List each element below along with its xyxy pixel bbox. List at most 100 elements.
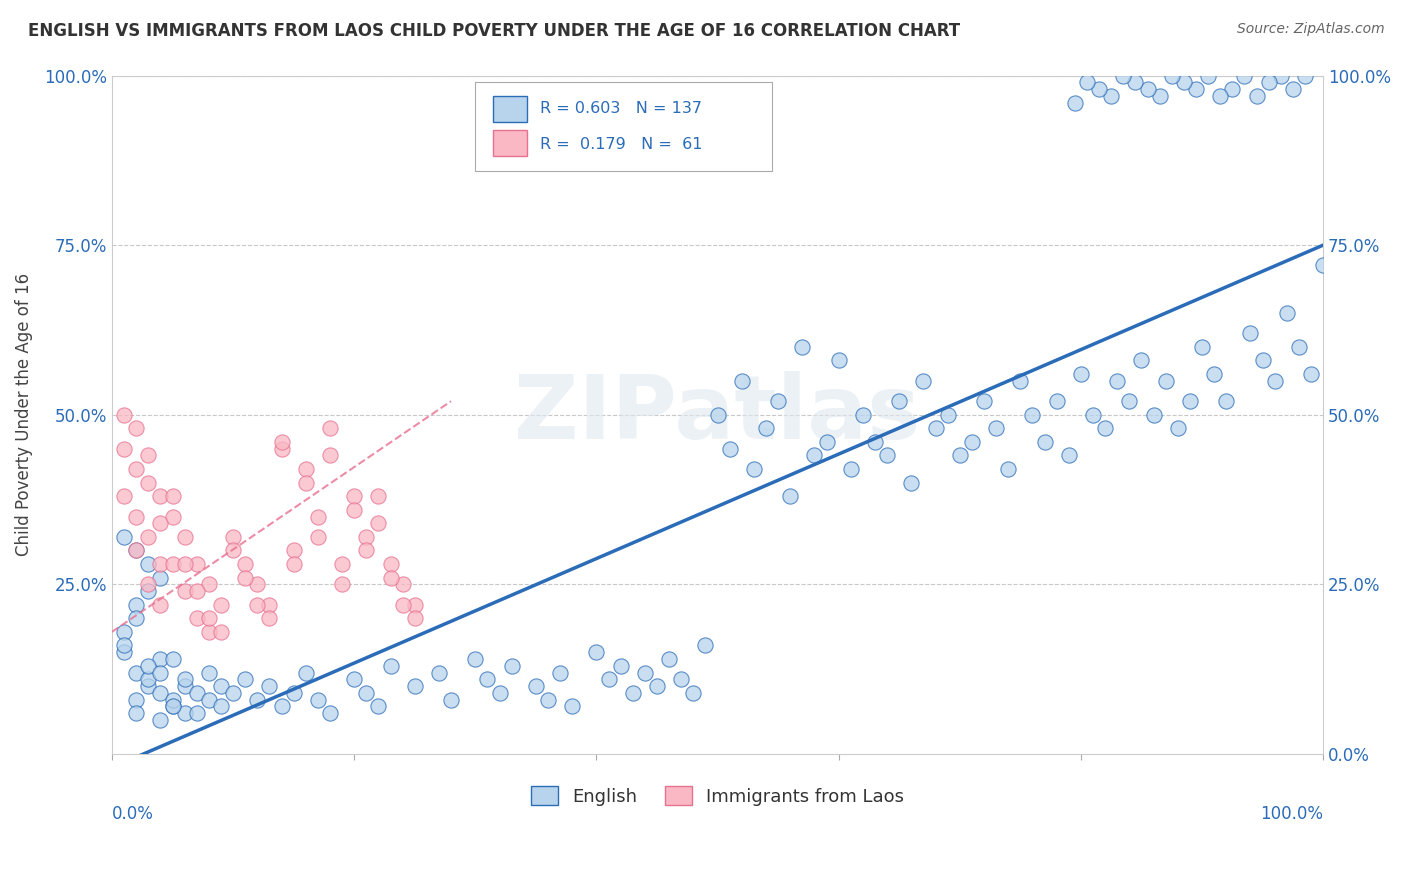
Point	[209, 598, 232, 612]
Point	[149, 516, 172, 531]
Point	[136, 577, 159, 591]
Point	[1246, 88, 1268, 103]
Point	[427, 665, 450, 680]
Point	[1033, 434, 1056, 449]
Point	[1076, 75, 1098, 89]
Point	[125, 665, 148, 680]
Point	[246, 577, 269, 591]
Point	[173, 679, 195, 693]
Point	[755, 421, 778, 435]
Point	[1275, 306, 1298, 320]
Point	[356, 686, 378, 700]
Point	[1081, 408, 1104, 422]
Point	[136, 557, 159, 571]
Point	[1220, 82, 1243, 96]
Point	[1251, 353, 1274, 368]
Point	[259, 611, 281, 625]
Point	[1021, 408, 1043, 422]
Point	[259, 679, 281, 693]
Point	[391, 598, 413, 612]
Point	[186, 611, 208, 625]
Point	[198, 624, 221, 639]
Point	[1160, 69, 1182, 83]
Point	[766, 394, 789, 409]
Point	[1288, 340, 1310, 354]
Point	[501, 658, 523, 673]
Point	[706, 408, 728, 422]
Point	[1191, 340, 1213, 354]
Point	[136, 673, 159, 687]
Point	[294, 462, 316, 476]
Point	[259, 598, 281, 612]
Point	[173, 673, 195, 687]
Point	[792, 340, 814, 354]
Point	[839, 462, 862, 476]
Point	[319, 449, 342, 463]
Point	[380, 658, 402, 673]
Text: 0.0%: 0.0%	[112, 805, 153, 822]
Point	[960, 434, 983, 449]
Point	[125, 598, 148, 612]
Point	[136, 449, 159, 463]
Point	[283, 543, 305, 558]
Point	[112, 645, 135, 659]
Point	[1185, 82, 1208, 96]
Point	[173, 706, 195, 721]
Point	[718, 442, 741, 456]
Point	[149, 598, 172, 612]
Point	[997, 462, 1019, 476]
Point	[283, 686, 305, 700]
Point	[1233, 69, 1256, 83]
Point	[186, 706, 208, 721]
Point	[1264, 374, 1286, 388]
Bar	[494, 95, 527, 121]
Point	[609, 658, 631, 673]
Text: 100.0%: 100.0%	[1260, 805, 1323, 822]
Point	[112, 530, 135, 544]
Point	[173, 557, 195, 571]
Point	[136, 530, 159, 544]
Point	[125, 543, 148, 558]
Point	[343, 502, 366, 516]
Legend: English, Immigrants from Laos: English, Immigrants from Laos	[524, 779, 911, 813]
Point	[1070, 367, 1092, 381]
Point	[1173, 75, 1195, 89]
Point	[125, 462, 148, 476]
Point	[912, 374, 935, 388]
Point	[1312, 259, 1334, 273]
Point	[779, 489, 801, 503]
Point	[815, 434, 838, 449]
Point	[246, 598, 269, 612]
Text: R =  0.179   N =  61: R = 0.179 N = 61	[540, 136, 702, 152]
Point	[343, 489, 366, 503]
Point	[1130, 353, 1153, 368]
Point	[936, 408, 959, 422]
Point	[222, 686, 245, 700]
Point	[1167, 421, 1189, 435]
Point	[319, 706, 342, 721]
Point	[270, 699, 292, 714]
Point	[222, 530, 245, 544]
Point	[671, 673, 693, 687]
Point	[149, 571, 172, 585]
Point	[222, 543, 245, 558]
Point	[356, 530, 378, 544]
Bar	[494, 130, 527, 156]
Point	[125, 706, 148, 721]
Point	[1125, 75, 1147, 89]
Point	[1178, 394, 1201, 409]
Point	[356, 543, 378, 558]
Point	[391, 577, 413, 591]
Point	[742, 462, 765, 476]
Point	[1112, 69, 1135, 83]
Point	[889, 394, 911, 409]
Point	[136, 584, 159, 599]
Point	[294, 665, 316, 680]
Point	[112, 408, 135, 422]
Point	[162, 509, 184, 524]
Point	[270, 434, 292, 449]
Point	[863, 434, 886, 449]
Point	[585, 645, 607, 659]
Point	[1209, 88, 1232, 103]
Point	[149, 489, 172, 503]
